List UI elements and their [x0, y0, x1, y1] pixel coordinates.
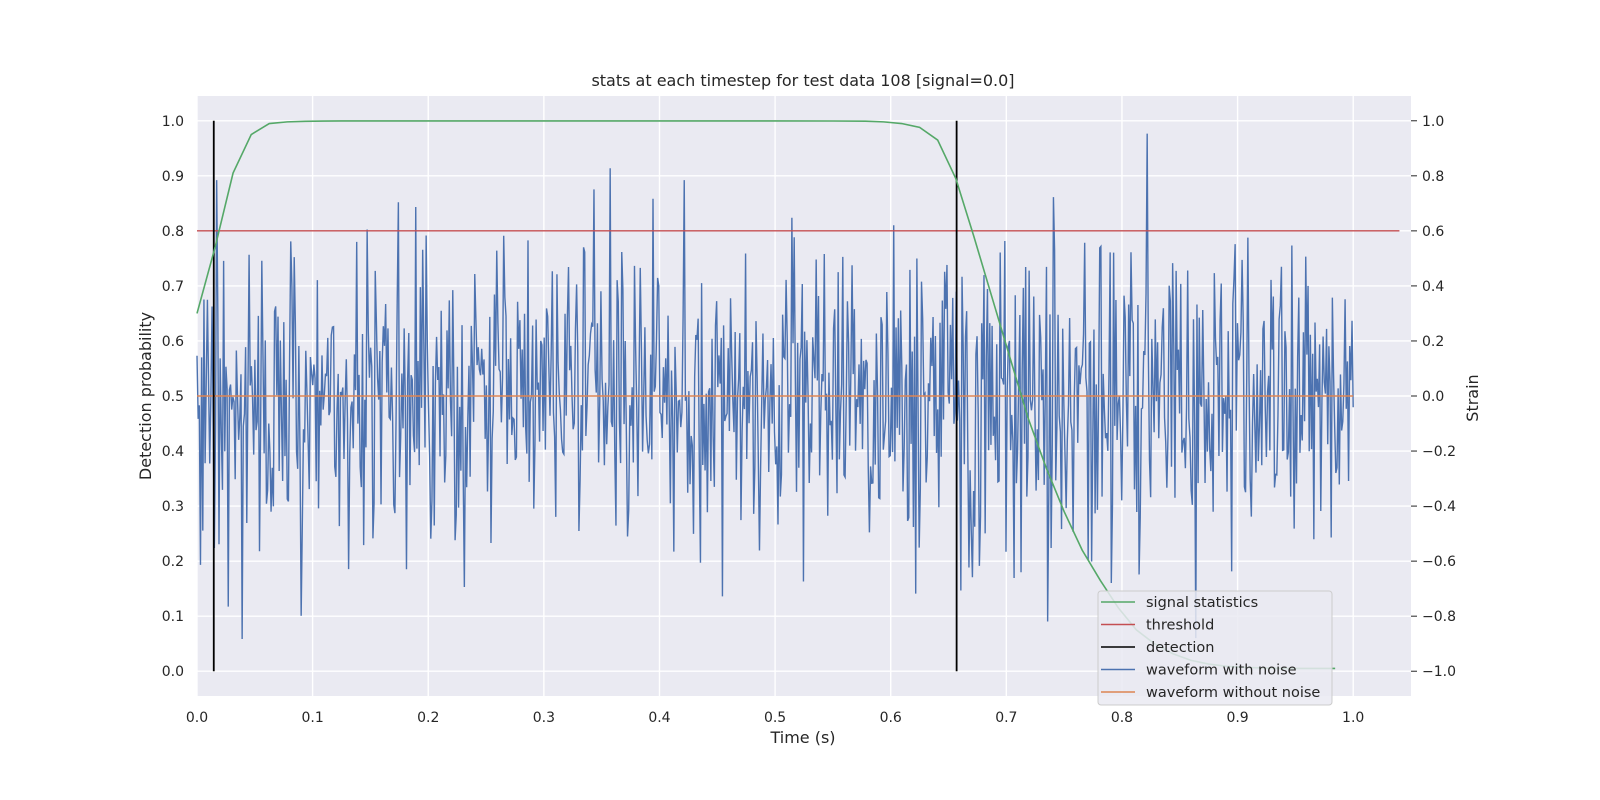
- x-tick-label: 0.4: [648, 710, 670, 726]
- y2-tick-label: 1.0: [1422, 114, 1444, 130]
- x-axis-ticks: 0.0 0.1 0.2 0.3 0.4 0.5 0.6 0.7 0.8 0.9 1.0: [186, 710, 1364, 726]
- series-waveform-with-noise: [196, 133, 1354, 639]
- y-tick-label: 0.2: [162, 554, 184, 570]
- legend-box: [1097, 590, 1333, 706]
- y2-tick-label: 0.2: [1422, 334, 1444, 350]
- y-tick-label: 1.0: [162, 114, 184, 130]
- x-tick-label: 0.5: [764, 710, 786, 726]
- legend-label: waveform with noise: [1146, 663, 1297, 679]
- y2-tick-label: −0.6: [1422, 554, 1456, 570]
- y-tick-label: 0.5: [162, 389, 184, 405]
- y2-axis-ticks: −1.0 −0.8 −0.6 −0.4 −0.2 0.0 0.2 0.4 0.6 0.8 1.0: [1411, 114, 1456, 680]
- y2-tick-label: −0.8: [1422, 609, 1456, 625]
- x-tick-label: 0.3: [533, 710, 555, 726]
- x-axis-label: Time (s): [769, 728, 835, 747]
- x-tick-label: 0.0: [186, 710, 208, 726]
- y2-tick-label: 0.8: [1422, 169, 1444, 185]
- y2-tick-label: −1.0: [1422, 664, 1456, 680]
- x-tick-label: 0.2: [417, 710, 439, 726]
- x-tick-label: 0.9: [1226, 710, 1248, 726]
- y-tick-label: 0.9: [162, 169, 184, 185]
- y2-tick-label: −0.2: [1422, 444, 1456, 460]
- legend: signal statistics threshold detection wavef…: [1097, 590, 1333, 706]
- y-axis-label: Detection probability: [136, 312, 155, 480]
- legend-label: waveform without noise: [1146, 685, 1320, 701]
- y2-tick-label: 0.0: [1422, 389, 1444, 405]
- y-tick-label: 0.1: [162, 609, 184, 625]
- y-tick-label: 0.0: [162, 664, 184, 680]
- chart-title: stats at each timestep for test data 108…: [591, 71, 1014, 90]
- x-tick-label: 1.0: [1342, 710, 1364, 726]
- legend-label: detection: [1146, 640, 1214, 656]
- x-tick-label: 0.1: [301, 710, 323, 726]
- legend-label: threshold: [1146, 618, 1214, 634]
- legend-label: signal statistics: [1146, 595, 1258, 611]
- x-tick-label: 0.8: [1111, 710, 1133, 726]
- y2-tick-label: 0.6: [1422, 224, 1444, 240]
- x-tick-label: 0.7: [995, 710, 1017, 726]
- y2-tick-label: 0.4: [1422, 279, 1444, 295]
- y-tick-label: 0.8: [162, 224, 184, 240]
- y-tick-label: 0.7: [162, 279, 184, 295]
- y-tick-label: 0.3: [162, 499, 184, 515]
- x-tick-label: 0.6: [880, 710, 902, 726]
- y2-tick-label: −0.4: [1422, 499, 1456, 515]
- y-axis-ticks: 0.0 0.1 0.2 0.3 0.4 0.5 0.6 0.7 0.8 0.9 1.0: [162, 114, 184, 680]
- y2-axis-label: Strain: [1463, 374, 1482, 421]
- y-tick-label: 0.4: [162, 444, 184, 460]
- y-tick-label: 0.6: [162, 334, 184, 350]
